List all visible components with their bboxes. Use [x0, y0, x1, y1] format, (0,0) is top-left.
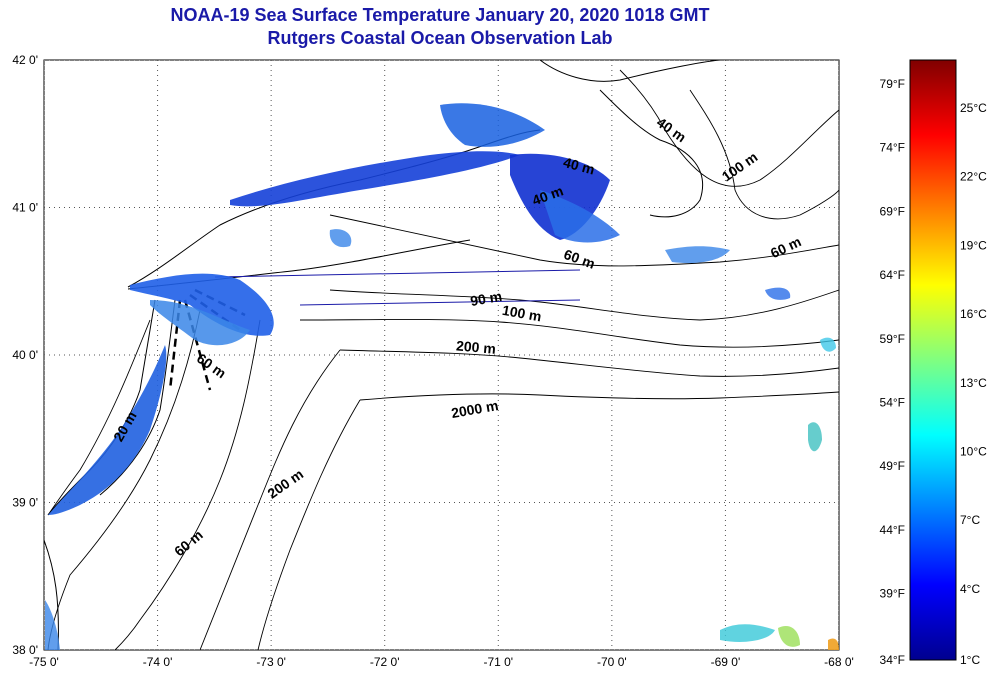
contour-gulf-maine [619, 69, 839, 187]
colorbar-f-label: 54°F [880, 396, 905, 410]
graticule [44, 60, 839, 650]
colorbar-celsius-labels: 25°C 22°C 19°C 16°C 13°C 10°C 7°C 4°C 1°C [960, 101, 987, 667]
contour-100m [299, 319, 839, 348]
lat-tick-label: 39 0' [12, 496, 38, 510]
colorbar-f-label: 44°F [880, 523, 905, 537]
shipping-lanes [214, 269, 581, 306]
contour-100m-ne [689, 89, 839, 220]
contour-200m-shelf [339, 349, 839, 377]
colorbar-c-label: 7°C [960, 513, 980, 527]
colorbar-c-label: 1°C [960, 653, 980, 667]
depth-contour-label: 200 m [456, 337, 497, 356]
colorbar-f-label: 34°F [880, 653, 905, 667]
contour-60m-shelf [114, 319, 261, 650]
colorbar-c-label: 22°C [960, 170, 987, 184]
depth-contour-label: 90 m [469, 288, 503, 309]
colorbar-f-label: 79°F [880, 77, 905, 91]
nj-inner [99, 299, 176, 496]
colorbar-f-label: 69°F [880, 204, 905, 218]
lat-tick-label: 38 0' [12, 643, 38, 657]
colorbar-c-label: 25°C [960, 101, 987, 115]
bathymetry-contours [47, 69, 839, 650]
lat-tick-label: 42 0' [12, 53, 38, 67]
map-subtitle: Rutgers Coastal Ocean Observation Lab [267, 28, 613, 48]
colorbar-fahrenheit-labels: 79°F 74°F 69°F 64°F 59°F 54°F 49°F 44°F 39°F 34°F [880, 77, 905, 667]
lat-tick-label: 40 0' [12, 348, 38, 362]
lon-tick-label: -70 0' [597, 655, 627, 669]
colorbar-f-label: 39°F [880, 587, 905, 601]
contour-2000m-slope [359, 391, 839, 401]
longitude-labels: -75 0' -74 0' -73 0' -72 0' -71 0' -70 0' -69 … [29, 655, 854, 669]
lon-tick-label: -73 0' [256, 655, 286, 669]
lon-tick-label: -69 0' [711, 655, 741, 669]
lon-tick-label: -71 0' [483, 655, 513, 669]
lon-tick-label: -68 0' [824, 655, 854, 669]
lon-tick-label: -72 0' [370, 655, 400, 669]
lat-tick-label: 41 0' [12, 201, 38, 215]
colorbar-c-label: 10°C [960, 445, 987, 459]
colorbar [909, 59, 957, 661]
colorbar-f-label: 74°F [880, 141, 905, 155]
colorbar-c-label: 13°C [960, 376, 987, 390]
contour-90m [329, 289, 839, 321]
map-title: NOAA-19 Sea Surface Temperature January … [170, 5, 710, 25]
contour-40m [47, 309, 201, 650]
lon-tick-label: -75 0' [29, 655, 59, 669]
contour-2000m [257, 399, 361, 650]
colorbar-c-label: 19°C [960, 238, 987, 252]
new-england-coast [539, 60, 721, 82]
colorbar-c-label: 16°C [960, 307, 987, 321]
contour-60m-north [329, 214, 839, 267]
sst-pixels [45, 103, 839, 650]
depth-contour-label: 100 m [501, 302, 543, 325]
colorbar-f-label: 49°F [880, 459, 905, 473]
depth-contour-label: 40 m [562, 154, 597, 178]
latitude-labels: 42 0' 41 0' 40 0' 39 0' 38 0' [12, 53, 38, 657]
cape-cod [599, 89, 704, 218]
contour-200m [199, 349, 341, 650]
colorbar-c-label: 4°C [960, 582, 980, 596]
colorbar-f-label: 64°F [880, 268, 905, 282]
contour-20m [47, 319, 151, 516]
colorbar-f-label: 59°F [880, 332, 905, 346]
lon-tick-label: -74 0' [143, 655, 173, 669]
delmarva-coast [44, 539, 59, 650]
